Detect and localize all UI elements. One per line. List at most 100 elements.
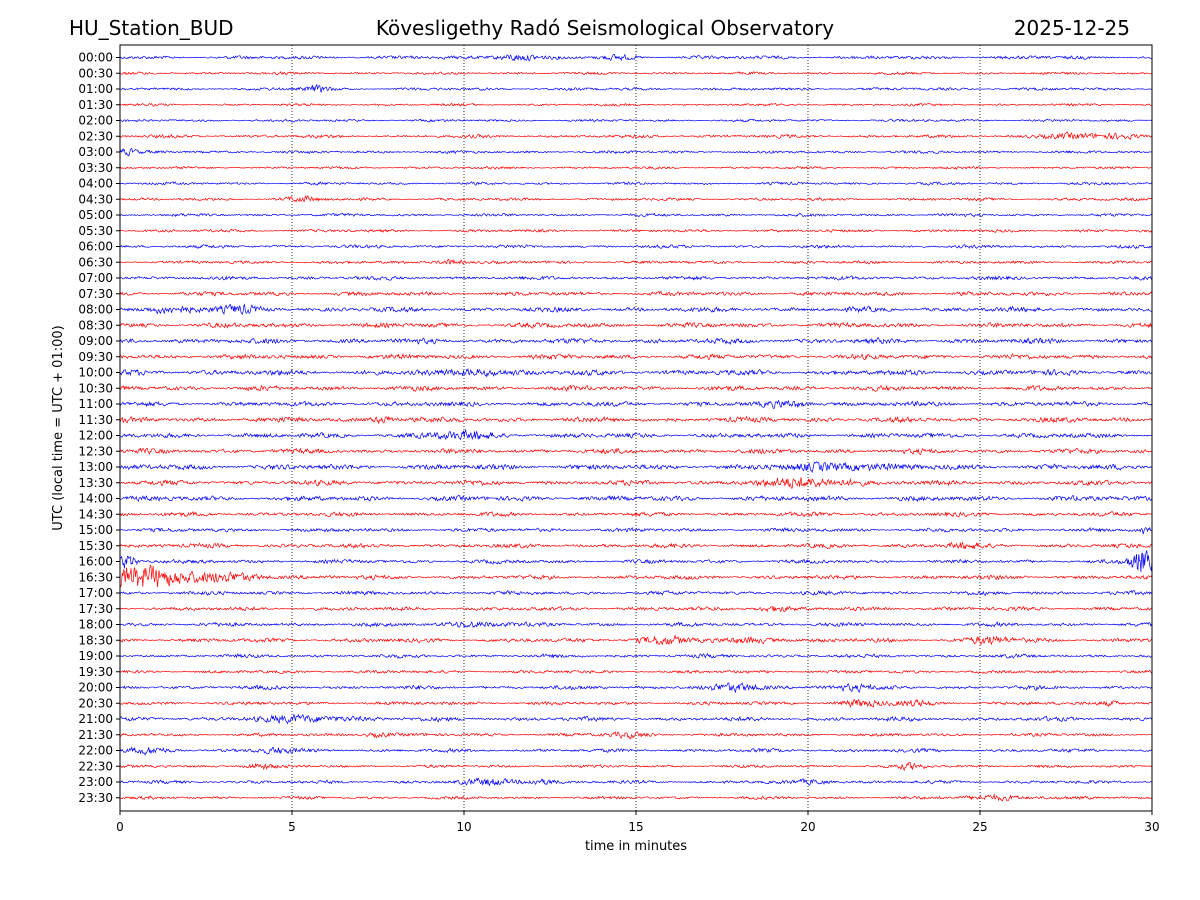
- seismic-traces: [119, 53, 1153, 802]
- y-tick-label: 05:30: [78, 224, 113, 238]
- y-tick-label: 19:00: [78, 649, 113, 663]
- x-tick-label: 10: [456, 820, 471, 834]
- y-tick-label: 01:30: [78, 98, 113, 112]
- trace-1730: [119, 605, 1153, 613]
- y-tick-label: 07:30: [78, 287, 113, 301]
- y-tick-label: 16:00: [78, 555, 113, 569]
- trace-0100: [119, 83, 1153, 93]
- trace-0900: [119, 337, 1153, 346]
- trace-1400: [119, 494, 1153, 503]
- y-tick-label: 10:00: [78, 366, 113, 380]
- y-tick-label: 23:00: [78, 775, 113, 789]
- trace-2200: [119, 746, 1153, 756]
- y-tick-label: 20:30: [78, 696, 113, 710]
- trace-1600: [119, 550, 1153, 573]
- trace-1500: [119, 526, 1153, 535]
- y-tick-label: 15:30: [78, 539, 113, 553]
- y-tick-label: 18:00: [78, 618, 113, 632]
- trace-0700: [119, 275, 1153, 281]
- y-tick-label: 03:00: [78, 145, 113, 159]
- y-axis-label: UTC (local time = UTC + 01:00): [51, 325, 66, 530]
- trace-0630: [119, 258, 1153, 265]
- trace-2000: [119, 682, 1153, 694]
- x-tick-label: 30: [1144, 820, 1159, 834]
- x-tick-label: 15: [628, 820, 643, 834]
- y-tick-label: 17:00: [78, 586, 113, 600]
- trace-1700: [119, 589, 1153, 596]
- y-tick-label: 03:30: [78, 161, 113, 175]
- trace-0300: [119, 148, 1153, 157]
- trace-0400: [119, 181, 1153, 186]
- trace-0930: [119, 353, 1153, 361]
- x-tick-label: 25: [972, 820, 987, 834]
- trace-0200: [119, 118, 1153, 123]
- y-tick-label: 13:30: [78, 476, 113, 490]
- y-tick-label: 08:30: [78, 318, 113, 332]
- x-tick-label: 20: [800, 820, 815, 834]
- y-tick-label: 23:30: [78, 791, 113, 805]
- trace-1230: [119, 447, 1153, 456]
- trace-1130: [119, 415, 1153, 425]
- y-tick-label: 07:00: [78, 271, 113, 285]
- trace-2330: [119, 793, 1153, 802]
- x-tick-label: 0: [116, 820, 124, 834]
- trace-1800: [119, 621, 1153, 629]
- y-tick-label: 14:30: [78, 507, 113, 521]
- y-tick-label: 01:00: [78, 82, 113, 96]
- y-tick-label: 10:30: [78, 381, 113, 395]
- y-tick-label: 14:00: [78, 492, 113, 506]
- trace-0030: [119, 71, 1153, 76]
- y-tick-label: 15:00: [78, 523, 113, 537]
- trace-1630: [119, 564, 1153, 588]
- chart-date: 2025-12-25: [1014, 16, 1130, 40]
- trace-0230: [119, 131, 1153, 141]
- trace-1830: [119, 634, 1153, 646]
- chart-title: Kövesligethy Radó Seismological Observat…: [376, 16, 834, 40]
- trace-1930: [119, 669, 1153, 674]
- y-tick-label: 19:30: [78, 665, 113, 679]
- y-tick-label: 12:30: [78, 444, 113, 458]
- trace-0330: [119, 165, 1153, 170]
- y-tick-label: 06:30: [78, 255, 113, 269]
- trace-2300: [119, 777, 1153, 787]
- y-tick-label: 02:00: [78, 114, 113, 128]
- y-tick-label: 09:00: [78, 334, 113, 348]
- trace-1000: [119, 367, 1153, 378]
- y-tick-label: 18:30: [78, 633, 113, 647]
- y-tick-label: 21:30: [78, 728, 113, 742]
- trace-0500: [119, 212, 1153, 218]
- trace-2100: [119, 713, 1153, 725]
- y-tick-label: 11:00: [78, 397, 113, 411]
- trace-1200: [119, 428, 1153, 441]
- trace-2130: [119, 731, 1153, 740]
- y-tick-label: 04:00: [78, 177, 113, 191]
- y-tick-label: 12:00: [78, 429, 113, 443]
- y-tick-label: 16:30: [78, 570, 113, 584]
- trace-2230: [119, 761, 1153, 772]
- y-tick-label: 17:30: [78, 602, 113, 616]
- y-tick-label: 02:30: [78, 129, 113, 143]
- trace-1430: [119, 510, 1153, 518]
- trace-1330: [119, 477, 1153, 489]
- y-tick-label: 11:30: [78, 413, 113, 427]
- trace-1900: [119, 653, 1153, 659]
- x-axis-label: time in minutes: [585, 839, 687, 854]
- y-tick-label: 21:00: [78, 712, 113, 726]
- trace-0730: [119, 290, 1153, 297]
- trace-0600: [119, 244, 1153, 250]
- y-tick-label: 00:00: [78, 51, 113, 65]
- y-tick-label: 06:00: [78, 240, 113, 254]
- y-tick-label: 09:30: [78, 350, 113, 364]
- y-tick-label: 05:00: [78, 208, 113, 222]
- y-tick-label: 22:30: [78, 759, 113, 773]
- trace-0130: [119, 102, 1153, 107]
- trace-0000: [119, 53, 1153, 62]
- y-tick-label: 20:00: [78, 681, 113, 695]
- y-tick-label: 04:30: [78, 192, 113, 206]
- station-name: HU_Station_BUD: [69, 16, 234, 40]
- y-tick-label: 22:00: [78, 744, 113, 758]
- trace-0530: [119, 228, 1153, 233]
- trace-2030: [119, 698, 1153, 708]
